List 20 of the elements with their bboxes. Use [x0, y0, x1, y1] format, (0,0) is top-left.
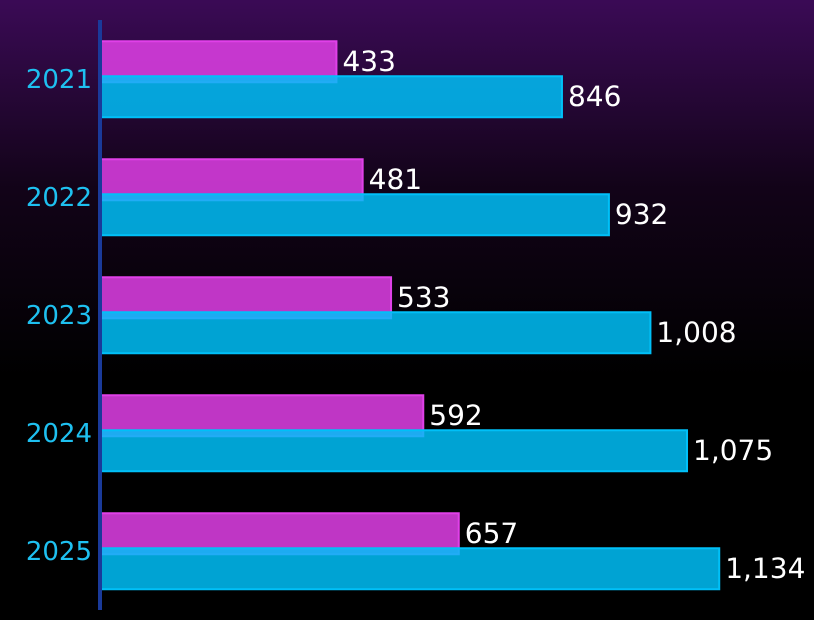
data-label: 481	[368, 163, 422, 196]
bar	[100, 547, 720, 590]
data-label: 846	[568, 80, 622, 114]
data-label: 433	[342, 45, 396, 78]
data-label: 932	[614, 198, 668, 232]
bar	[100, 193, 610, 236]
bar	[100, 75, 563, 118]
y-tick-label: 2023	[26, 301, 92, 332]
data-label: 533	[397, 281, 451, 314]
bar	[100, 311, 652, 354]
y-tick-label: 2021	[26, 65, 92, 96]
data-label: 1,134	[725, 552, 806, 586]
data-label: 1,008	[656, 316, 737, 350]
y-tick-label: 2024	[26, 419, 92, 450]
data-label: 1,075	[693, 434, 774, 468]
y-tick-label: 2022	[26, 183, 92, 214]
data-label: 592	[429, 399, 483, 432]
bar	[100, 429, 688, 472]
y-tick-label: 2025	[26, 537, 92, 568]
data-label: 657	[464, 517, 518, 550]
